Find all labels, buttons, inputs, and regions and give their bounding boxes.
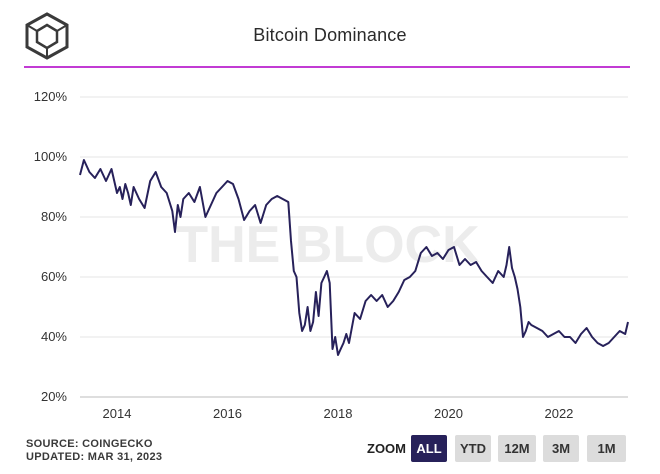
x-tick-label: 2014 xyxy=(103,406,132,421)
zoom-3m-button[interactable]: 3M xyxy=(543,435,579,462)
x-tick-label: 2018 xyxy=(324,406,353,421)
y-tick-label: 60% xyxy=(41,269,67,284)
zoom-1m-button[interactable]: 1M xyxy=(587,435,626,462)
x-tick-label: 2020 xyxy=(434,406,463,421)
source-note: SOURCE: COINGECKO UPDATED: MAR 31, 2023 xyxy=(26,438,162,464)
zoom-all-button[interactable]: ALL xyxy=(411,435,447,462)
y-tick-label: 20% xyxy=(41,389,67,404)
grid xyxy=(80,96,628,398)
x-axis: 2014 2016 2018 2020 2022 xyxy=(103,406,574,421)
source-text: SOURCE: COINGECKO xyxy=(26,438,153,450)
y-tick-label: 120% xyxy=(34,89,68,104)
zoom-ytd-button[interactable]: YTD xyxy=(455,435,491,462)
the-block-logo xyxy=(25,12,69,60)
zoom-label: ZOOM xyxy=(367,441,406,456)
series-line-bitcoin-dominance xyxy=(79,159,629,356)
chart-title: Bitcoin Dominance xyxy=(253,25,407,45)
series-layer xyxy=(79,159,629,356)
y-tick-label: 100% xyxy=(34,149,68,164)
x-tick-label: 2022 xyxy=(544,406,573,421)
watermark: THE BLOCK xyxy=(176,216,480,274)
zoom-12m-button[interactable]: 12M xyxy=(498,435,536,462)
header-divider xyxy=(24,66,630,68)
x-tick-label: 2016 xyxy=(213,406,242,421)
y-tick-label: 80% xyxy=(41,209,67,224)
y-axis: 20% 40% 60% 80% 100% 120% xyxy=(34,89,68,404)
updated-text: UPDATED: MAR 31, 2023 xyxy=(26,451,163,463)
y-tick-label: 40% xyxy=(41,329,67,344)
